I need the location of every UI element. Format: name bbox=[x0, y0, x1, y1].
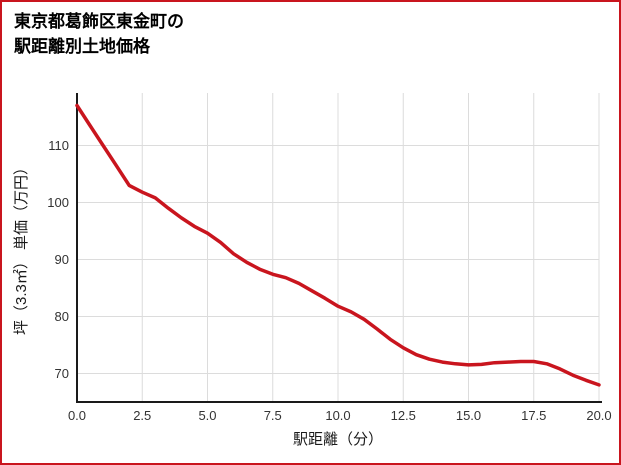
y-tick-label: 70 bbox=[55, 366, 69, 381]
y-axis-label: 坪（3.3㎡） 単価（万円） bbox=[13, 160, 30, 335]
axes bbox=[76, 93, 602, 403]
tick-labels: 0.0 2.5 5.0 7.5 10.0 12.5 15.0 17.5 20.0 70 80 90 10… bbox=[47, 138, 611, 423]
x-tick-label: 2.5 bbox=[133, 408, 151, 423]
gridlines bbox=[76, 93, 600, 402]
y-tick-label: 100 bbox=[47, 195, 69, 210]
chart-title-line2: 駅距離別土地価格 bbox=[14, 36, 150, 56]
x-tick-label: 17.5 bbox=[521, 408, 546, 423]
y-tick-label: 90 bbox=[55, 252, 69, 267]
y-tick-label: 110 bbox=[48, 138, 69, 153]
x-tick-label: 5.0 bbox=[198, 408, 216, 423]
chart-title-line1: 東京都葛飾区東金町の bbox=[14, 12, 184, 31]
chart-title: 東京都葛飾区東金町の 駅距離別土地価格 bbox=[14, 10, 184, 59]
price-line-series bbox=[75, 103, 601, 387]
x-tick-label: 15.0 bbox=[456, 408, 481, 423]
x-axis-label: 駅距離（分） bbox=[293, 430, 383, 448]
x-tick-label: 12.5 bbox=[391, 408, 416, 423]
x-tick-label: 7.5 bbox=[264, 408, 282, 423]
x-tick-label: 10.0 bbox=[325, 408, 350, 423]
y-tick-label: 80 bbox=[55, 309, 69, 324]
x-tick-label: 0.0 bbox=[68, 408, 86, 423]
x-tick-label: 20.0 bbox=[586, 408, 611, 423]
